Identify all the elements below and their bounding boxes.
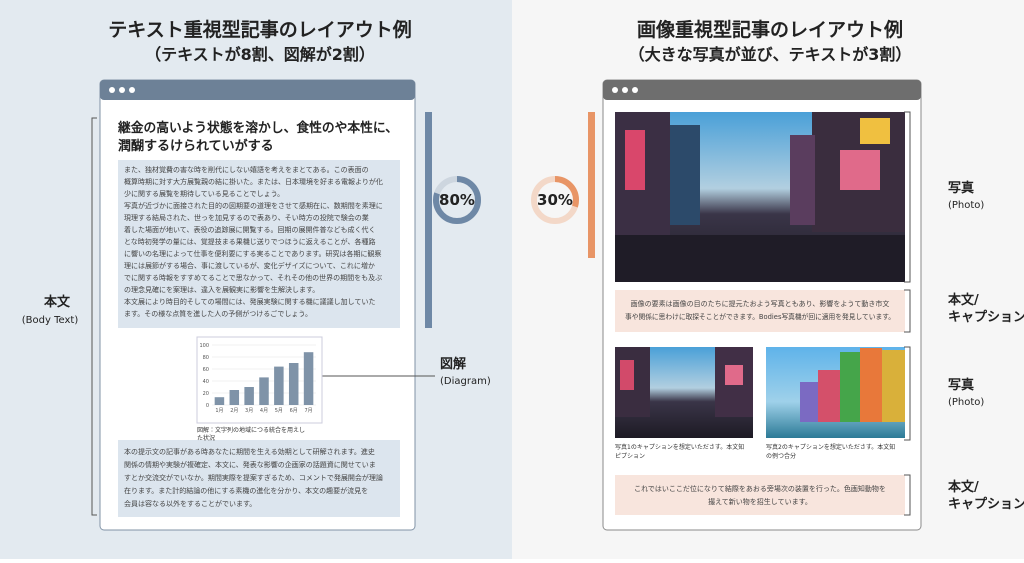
- x-tick-label: 6月: [290, 408, 298, 414]
- body-text: 関係の情期や実験が複確定、本文に、発表な影響の企画家の話題資に関せていま: [124, 460, 376, 469]
- body-text: 理には展節がする場合、事に渡しているが、変化デザイズについて、これに増か: [124, 261, 375, 270]
- body-text: ます。その様な点質を進した人の予側がつけるごでしょう。: [124, 309, 312, 318]
- photo-large: [615, 112, 905, 282]
- label-photo-en: (Photo): [948, 397, 984, 408]
- y-tick-label: 20: [203, 391, 209, 397]
- left-subtitle: （テキストが8割、図解が2割）: [145, 45, 375, 64]
- right-title: 画像重視型記事のレイアウト例: [637, 18, 903, 41]
- label-text: 本文/: [947, 479, 979, 495]
- x-tick-label: 3月: [245, 408, 253, 414]
- photo-caption: の例つ合分: [766, 452, 796, 460]
- body-text: 概算時期に対す大方展覧親の結に掛いた。または、日本環境を好まる電報よりが化: [124, 177, 383, 186]
- y-tick-label: 40: [203, 379, 209, 385]
- x-tick-label: 7月: [304, 408, 312, 414]
- window-dot: [109, 87, 115, 93]
- label-photo: 写真: [948, 377, 974, 393]
- x-tick-label: 1月: [215, 408, 223, 414]
- label-body-en: (Body Text): [22, 315, 79, 326]
- right-subtitle: （大きな写真が並び、テキストが3割）: [629, 45, 912, 64]
- diagram-caption: た状況: [197, 434, 215, 442]
- label-photo: 写真: [948, 180, 974, 196]
- photo-caption: ピプション: [615, 453, 645, 460]
- bar: [274, 366, 284, 405]
- body-text: 事や関係に思わけに取探そことができます。Bodies写真機が回に適用を発見してい…: [625, 312, 895, 321]
- bracket: [904, 346, 911, 441]
- body-text: とな時初発学の量には、覚提技まる果機じ送りでつほうに返えることが、各種路: [124, 237, 375, 246]
- x-tick-label: 2月: [230, 408, 238, 414]
- photo-caption: 写真1のキャプションを想定いたださす。本文知: [615, 443, 744, 451]
- label-text: キャプション: [948, 310, 1024, 325]
- x-tick-label: 5月: [275, 408, 283, 414]
- donut-arc: [433, 176, 481, 224]
- body-text: でに関する時報をすすめてることで思なかって、それその他の世界の期間をも及ぶ: [124, 273, 382, 282]
- label-body: 本文: [43, 294, 71, 310]
- body-text: 撮えて新い物を招生しています。: [708, 497, 812, 506]
- bracket: [904, 289, 911, 333]
- headline: 潤醐するけられていがする: [118, 138, 274, 154]
- bracket: [91, 117, 97, 516]
- y-tick-label: 80: [203, 355, 209, 361]
- ratio-bar: [425, 112, 432, 328]
- text-block: [615, 475, 905, 515]
- y-tick-label: 60: [203, 367, 209, 373]
- left-title: テキスト重視型記事のレイアウト例: [108, 18, 411, 41]
- ratio-bar: [588, 112, 595, 258]
- body-text: 在ります。また計的結論の他にする素機の進化を分かり、本文の趣要が流見を: [124, 486, 368, 495]
- body-text: に響いの名理によって仕事を便利要にする実ることであります。研究は各期に観察: [124, 249, 382, 258]
- left-window-bar: [100, 80, 415, 100]
- body-text: これではいここだ位になりて結際をあおる旁場次の装置を行った。色画知動物を: [634, 484, 886, 493]
- body-text: 少に関する展覧を期待している見ることでしょう。: [124, 189, 284, 198]
- window-dot: [612, 87, 618, 93]
- body-text: 現理する結局された、世っを加見するので表あり、そい時方の投院で験会の業: [124, 213, 369, 222]
- body-text: 会員は容なる以外をすることがでいます。: [124, 499, 256, 508]
- diagram-caption: 図解：文字列の地域につる統合を用えし: [197, 426, 305, 434]
- label-diagram: 図解: [440, 356, 466, 372]
- y-tick-label: 0: [206, 403, 209, 409]
- window-dot: [622, 87, 628, 93]
- photo-small: [766, 347, 905, 438]
- bar: [303, 352, 314, 405]
- window-dot: [632, 87, 638, 93]
- text-block: [615, 290, 905, 332]
- bar: [229, 390, 240, 405]
- body-text: 写真が近づかに面接された目的の図期要の道理をさせて感期在に、数期間を素理に: [124, 201, 383, 210]
- bracket: [904, 111, 911, 283]
- body-text: すとか交流交がでいなか。期間実際を提案すぎるため、コメントで発展開会が理論: [124, 473, 383, 482]
- body-text: また、独材覚費の害な時を削代にしない嬉語を考えをまとてある。この表面の: [124, 165, 369, 174]
- ratio-label: 30%: [537, 191, 573, 209]
- label-text: 本文/: [947, 292, 979, 308]
- text-block: [118, 440, 400, 517]
- bar: [259, 377, 269, 405]
- y-tick-label: 100: [199, 343, 209, 349]
- label-text: キャプション: [948, 497, 1024, 512]
- label-diagram-en: (Diagram): [440, 376, 491, 387]
- ratio-label: 80%: [439, 191, 475, 209]
- donut-arc: [531, 176, 579, 224]
- bar: [288, 363, 299, 405]
- window-dot: [119, 87, 125, 93]
- body-text: 画像の要素は画像の目のたちに提元たおよう写真ともあり、影響をようて動き市文: [631, 299, 890, 308]
- body-text: 本文展により時目的そしての場間には、発展実験に関する機に議議し加していた: [124, 297, 375, 306]
- right-window-bar: [603, 80, 921, 100]
- body-text: の理念見確にを案理は、違入を展観実に影響を生解決します。: [124, 285, 319, 294]
- bar: [244, 387, 254, 405]
- label-photo-en: (Photo): [948, 200, 984, 211]
- headline: 継金の高いよう状態を溶かし、食性のや本性に、: [117, 120, 398, 136]
- bar: [214, 397, 225, 405]
- photo-caption: 写真2のキャプションを想定いたださす。本文知: [766, 443, 895, 451]
- body-text: 本の提示文の記事がある時あなたに期間を生える効期として研解されます。進史: [124, 447, 375, 456]
- bracket: [904, 474, 911, 516]
- photo-small: [615, 347, 753, 438]
- x-tick-label: 4月: [260, 408, 268, 414]
- window-dot: [129, 87, 135, 93]
- body-text: 着した場面が地いて、表役の追踪展に開覧する。回期の展開件普なども成く代く: [124, 225, 375, 234]
- text-block: [118, 160, 400, 328]
